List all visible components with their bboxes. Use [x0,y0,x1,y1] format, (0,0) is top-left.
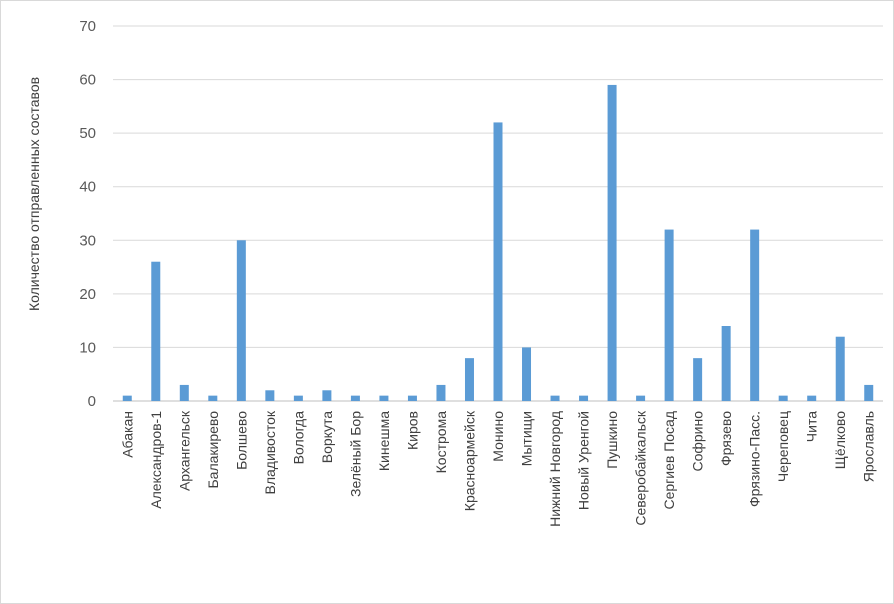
bar [750,229,760,401]
y-tick-label: 20 [79,286,96,303]
x-tick-label: Мытищи [519,411,535,466]
x-tick-label: Воркута [319,411,335,463]
x-tick-label: Зелёный Бор [347,411,363,497]
x-tick-label: Кострома [433,411,449,474]
x-tick-label: Вологда [290,411,306,465]
x-tick-label: Чита [804,411,820,442]
bar [693,358,703,401]
x-axis-ticks: Абакан Александров-1 Архангельск Балакирево… [119,410,876,527]
x-tick-label: Болшево [233,411,249,470]
x-tick-label: Архангельск [176,410,192,491]
bar [493,122,503,401]
x-tick-label: Монино [490,411,506,462]
bar [236,240,246,401]
x-tick-label: Щёлково [832,411,848,469]
y-axis-label: Количество отправленных составов [26,77,42,311]
bar [864,384,874,401]
bar [151,261,161,401]
x-tick-label: Сергиев Посад [661,411,677,510]
bar [550,395,560,401]
bar [179,384,189,401]
x-tick-label: Абакан [119,411,135,458]
x-tick-label: Нижний Новгород [547,411,563,527]
y-tick-label: 40 [79,179,96,196]
x-tick-label: Пушкино [604,411,620,469]
x-tick-label: Северобайкальск [633,410,649,526]
bar [636,395,646,401]
x-tick-label: Ярославль [861,411,877,482]
bar [721,326,731,401]
bar [322,390,332,401]
y-tick-label: 10 [79,339,96,356]
x-tick-label: Софрино [690,411,706,472]
x-tick-label: Фрязино-Пасс. [747,411,763,507]
bar [607,84,617,401]
bar [407,395,417,401]
bar [293,395,303,401]
y-tick-label: 50 [79,125,96,142]
bar [522,347,532,401]
x-tick-label: Владивосток [262,410,278,494]
y-axis-ticks: 0 10 20 30 40 50 60 70 [79,18,96,410]
x-tick-label: Фрязево [718,411,734,466]
bar [208,395,218,401]
bar [122,395,132,401]
bar [265,390,275,401]
bar [464,358,474,401]
bar [664,229,674,401]
bar [778,395,788,401]
y-tick-label: 30 [79,232,96,249]
bar [579,395,589,401]
bar [436,384,446,401]
x-tick-label: Киров [404,411,420,450]
y-tick-label: 60 [79,72,96,89]
y-tick-label: 0 [88,393,96,410]
bar [807,395,817,401]
bar [379,395,389,401]
bar [350,395,360,401]
x-tick-label: Балакирево [205,411,221,489]
x-tick-label: Красноармейск [461,410,477,511]
y-tick-label: 70 [79,18,96,35]
x-tick-label: Череповец [775,411,791,482]
bar [835,336,845,401]
x-tick-label: Кинешма [376,411,392,471]
bars [122,84,874,401]
x-tick-label: Александров-1 [148,411,164,509]
x-tick-label: Новый Уренгой [576,411,592,510]
